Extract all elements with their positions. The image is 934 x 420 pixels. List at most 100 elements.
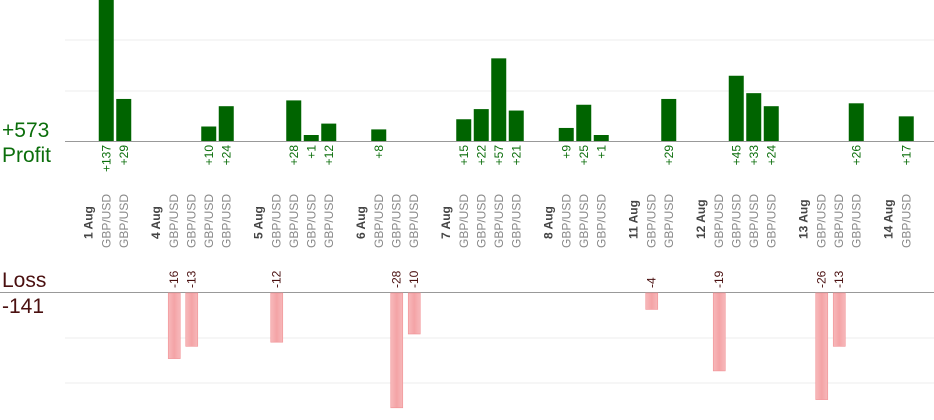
profit-bar (558, 127, 574, 141)
loss-bar (645, 292, 659, 310)
profit-bar (763, 106, 779, 141)
profit-bar (728, 75, 744, 141)
pair-label: GBP/USD (644, 194, 658, 248)
pair-label: GBP/USD (184, 194, 198, 248)
pair-label: GBP/USD (832, 194, 846, 248)
loss-value-label: -16 (167, 270, 181, 288)
loss-label: Loss (2, 269, 47, 292)
profit-value-label: +10 (202, 145, 216, 166)
loss-bar (832, 292, 846, 347)
profit-bar (116, 98, 132, 141)
loss-value-label: -13 (832, 270, 846, 288)
profit-value-label: +15 (457, 145, 471, 166)
loss-bar (407, 292, 421, 335)
pair-label: GBP/USD (662, 194, 676, 248)
date-label: 12 Aug (694, 199, 708, 239)
loss-value-label: -28 (389, 270, 403, 288)
profit-value-label: +9 (559, 145, 573, 159)
pair-label: GBP/USD (287, 194, 301, 248)
profit-value-label: +26 (849, 145, 863, 166)
pair-label: GBP/USD (492, 194, 506, 248)
profit-bar (593, 135, 609, 141)
profit-value-label: +57 (492, 145, 506, 166)
pair-label: GBP/USD (269, 194, 283, 248)
date-label: 6 Aug (354, 206, 368, 239)
loss-bar (167, 292, 181, 359)
profit-bar (508, 110, 524, 141)
loss-bar (815, 292, 829, 400)
loss-bar (712, 292, 726, 372)
profit-bar (898, 116, 914, 141)
profit-value-label: +33 (747, 145, 761, 166)
pair-label: GBP/USD (457, 194, 471, 248)
profit-value-label: +12 (322, 145, 336, 166)
loss-total: -141 (2, 295, 45, 318)
loss-value-label: -4 (644, 277, 658, 288)
pair-label: GBP/USD (474, 194, 488, 248)
pair-label: GBP/USD (219, 194, 233, 248)
profit-value-label: +29 (117, 145, 131, 166)
pair-label: GBP/USD (814, 194, 828, 248)
pair-label: GBP/USD (899, 194, 913, 248)
date-label: 7 Aug (439, 206, 453, 239)
profit-value-label: +21 (509, 145, 523, 166)
pair-label: GBP/USD (577, 194, 591, 248)
pair-label: GBP/USD (559, 194, 573, 248)
pair-label: GBP/USD (99, 194, 113, 248)
date-label: 5 Aug (251, 206, 265, 239)
pair-label: GBP/USD (322, 194, 336, 248)
loss-bar (390, 292, 404, 409)
pair-label: GBP/USD (747, 194, 761, 248)
profit-value-label: +25 (577, 145, 591, 166)
profit-bar (286, 100, 302, 141)
profit-value-label: +29 (662, 145, 676, 166)
profit-bar (661, 98, 677, 141)
loss-value-label: -12 (269, 270, 283, 288)
profit-value-label: +28 (287, 145, 301, 166)
date-label: 1 Aug (81, 206, 95, 239)
loss-value-label: -26 (814, 270, 828, 288)
pair-label: GBP/USD (407, 194, 421, 248)
profit-total: +573 (2, 119, 50, 142)
pair-label: GBP/USD (764, 194, 778, 248)
pair-label: GBP/USD (202, 194, 216, 248)
date-label: 13 Aug (796, 199, 810, 239)
profit-label: Profit (2, 144, 52, 167)
profit-bar (473, 109, 489, 141)
profit-value-label: +45 (729, 145, 743, 166)
profit-value-label: +22 (474, 145, 488, 166)
profit-value-label: +137 (99, 145, 113, 172)
date-label: 8 Aug (541, 206, 555, 239)
pair-label: GBP/USD (117, 194, 131, 248)
pair-label: GBP/USD (389, 194, 403, 248)
loss-bar (185, 292, 199, 347)
pair-label: GBP/USD (167, 194, 181, 248)
loss-value-label: -19 (712, 270, 726, 288)
profit-value-label: +24 (219, 145, 233, 166)
loss-value-label: -10 (407, 270, 421, 288)
profit-bar (98, 0, 114, 141)
date-label: 11 Aug (626, 200, 640, 239)
pair-label: GBP/USD (712, 194, 726, 248)
profit-value-label: +8 (372, 145, 386, 159)
profit-bar (848, 103, 864, 141)
profit-value-label: +1 (594, 145, 608, 159)
profit-bar (456, 119, 472, 141)
pair-label: GBP/USD (594, 194, 608, 248)
pair-label: GBP/USD (729, 194, 743, 248)
pair-label: GBP/USD (509, 194, 523, 248)
date-label: 14 Aug (881, 199, 895, 239)
pair-label: GBP/USD (304, 194, 318, 248)
profit-bar (371, 129, 387, 141)
pair-label: GBP/USD (372, 194, 386, 248)
date-label: 4 Aug (149, 206, 163, 239)
profit-bar (576, 104, 592, 141)
loss-value-label: -13 (184, 270, 198, 288)
profit-bar (746, 93, 762, 141)
profit-value-label: +1 (304, 145, 318, 159)
profit-bar (491, 58, 507, 141)
profit-value-label: +24 (764, 145, 778, 166)
profit-bar (321, 123, 337, 141)
loss-bar (270, 292, 284, 343)
